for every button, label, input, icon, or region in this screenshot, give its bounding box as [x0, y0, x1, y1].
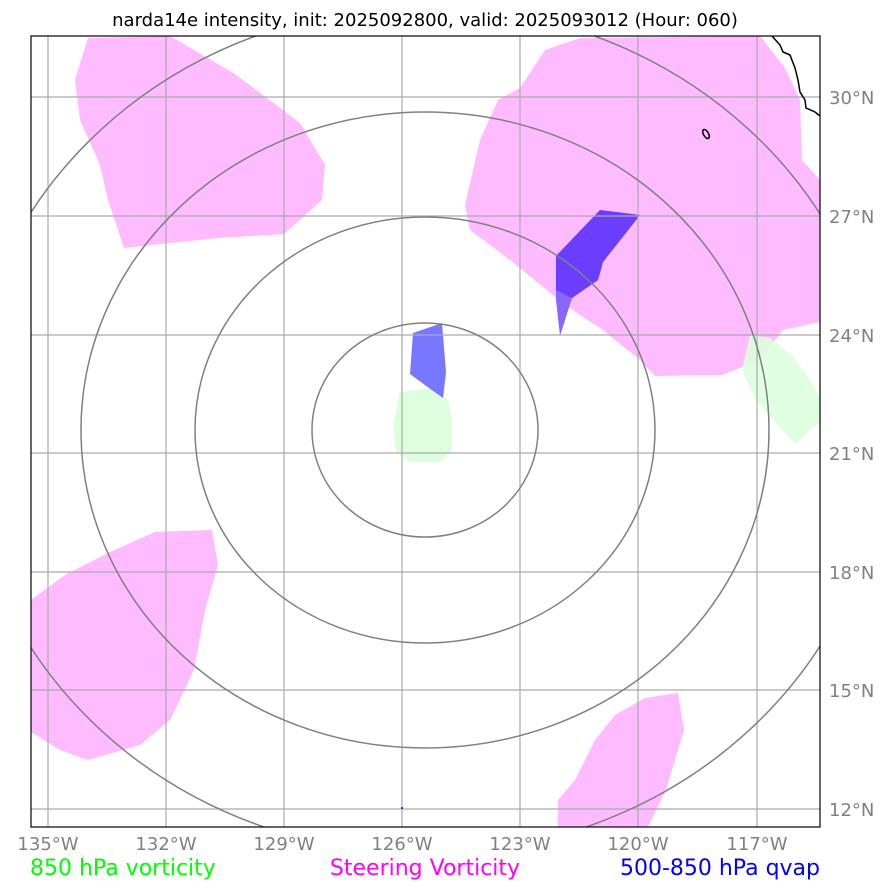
qvap-areas [410, 210, 640, 398]
range-ring [311, 322, 539, 538]
lon-label: 132°W [135, 834, 196, 855]
graticule [31, 36, 820, 827]
legend-steering-vorticity: Steering Vorticity [330, 856, 520, 881]
lat-label: 18°N [829, 563, 874, 584]
range-rings [31, 36, 820, 827]
steering-vorticity-area [31, 530, 218, 760]
lat-label: 30°N [829, 88, 874, 109]
storm-marker [401, 807, 403, 809]
longitude-labels: 135°W 132°W 129°W 126°W 123°W 120°W 117°… [17, 834, 787, 855]
lon-label: 135°W [17, 834, 78, 855]
legend-850-vorticity: 850 hPa vorticity [30, 856, 216, 881]
lat-label: 15°N [829, 681, 874, 702]
lon-label: 126°W [371, 834, 432, 855]
latitude-labels: 30°N 27°N 24°N 21°N 18°N 15°N 12°N [829, 88, 874, 821]
steering-vorticity-area [465, 36, 820, 376]
island [701, 128, 711, 140]
qvap-area [410, 323, 446, 398]
lon-label: 120°W [607, 834, 668, 855]
lat-label: 21°N [829, 444, 874, 465]
map-frame [30, 35, 821, 828]
lon-label: 123°W [489, 834, 550, 855]
legend-qvap: 500-850 hPa qvap [620, 856, 820, 881]
lat-label: 27°N [829, 207, 874, 228]
qvap-overlap-area [556, 210, 640, 298]
range-ring [80, 111, 770, 749]
map-title: narda14e intensity, init: 2025092800, va… [112, 10, 738, 31]
steering-vorticity-area [75, 36, 325, 248]
lon-label: 129°W [253, 834, 314, 855]
steering-vorticity-area [558, 693, 684, 827]
steering-vorticity-areas [31, 36, 820, 827]
range-ring [194, 216, 656, 644]
lat-label: 24°N [829, 326, 874, 347]
vorticity-850-area [393, 388, 452, 462]
lat-label: 12°N [829, 800, 874, 821]
coastline [771, 36, 820, 117]
lon-label: 117°W [726, 834, 787, 855]
map-plot-area [31, 36, 820, 827]
legend: 850 hPa vorticity Steering Vorticity 500… [30, 856, 820, 881]
